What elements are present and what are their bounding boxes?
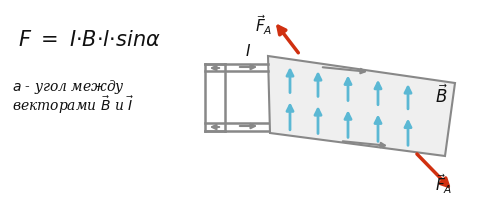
Text: $a$ - угол между: $a$ - угол между	[12, 78, 125, 96]
Text: $F\ =\ I{\cdot}B{\cdot}l{\cdot}sin\alpha$: $F\ =\ I{\cdot}B{\cdot}l{\cdot}sin\alpha…	[18, 30, 161, 50]
Text: I: I	[246, 44, 250, 59]
Text: $\vec{F}_A$: $\vec{F}_A$	[255, 13, 273, 37]
Text: векторами $\vec{B}$ и $\vec{I}$: векторами $\vec{B}$ и $\vec{I}$	[12, 94, 135, 116]
Text: $\vec{F}_A$: $\vec{F}_A$	[435, 172, 453, 196]
Text: $\vec{B}$: $\vec{B}$	[435, 85, 448, 107]
Polygon shape	[268, 56, 455, 156]
